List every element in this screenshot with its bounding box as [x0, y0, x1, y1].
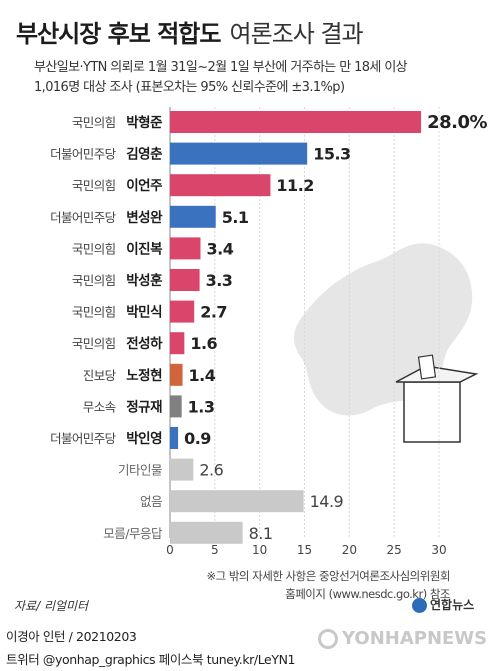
- party-label: 국민의힘: [72, 178, 116, 193]
- bar: [170, 111, 422, 133]
- party-label: 국민의힘: [72, 241, 116, 256]
- x-axis: 0 5 10 15 20 25 30: [166, 543, 446, 557]
- x-tick-label: 30: [431, 543, 446, 557]
- candidate-name-label: 박형준: [126, 114, 163, 131]
- yonhap-logo: 연합뉴스: [412, 596, 474, 613]
- bar: [170, 395, 182, 418]
- bar: [170, 427, 179, 449]
- bar-value-label: 3.3: [206, 271, 233, 290]
- bar: [170, 458, 194, 481]
- bar: [170, 174, 271, 197]
- bar: [170, 363, 183, 386]
- x-tick-label: 5: [211, 543, 219, 557]
- watermark-text: YONHAPNEWS: [342, 628, 488, 649]
- bar-value-label: 1.3: [188, 397, 215, 416]
- subtitle-line-1: 부산일보·YTN 의뢰로 1월 31일~2월 1일 부산에 거주하는 만 18세…: [34, 60, 408, 75]
- bar-value-label: 8.1: [249, 524, 273, 543]
- candidate-name-label: 정규재: [126, 398, 162, 415]
- x-tick-label: 15: [297, 543, 312, 557]
- byline: 이경아 인턴 / 20210203: [6, 629, 137, 644]
- bar: [170, 269, 200, 291]
- candidate-name-label: 김영춘: [126, 146, 163, 163]
- bar: [170, 237, 201, 260]
- x-tick-label: 20: [342, 543, 357, 557]
- labels: 28.0%박형준국민의힘15.3김영춘더불어민주당11.2이언주국민의힘5.1변…: [50, 112, 488, 543]
- bar: [170, 490, 304, 513]
- bar: [170, 332, 185, 355]
- footnote-line-2: 홈페이지 (www.nesdc.go.kr) 참조: [285, 587, 450, 601]
- bar-value-label: 2.6: [199, 461, 223, 480]
- bar: [170, 142, 308, 165]
- watermark: YONHAPNEWS: [318, 628, 487, 649]
- decoration: [294, 243, 479, 443]
- footnote-line-1: ※그 밖의 자세한 사항은 중앙선거여론조사심의위원회: [206, 569, 450, 583]
- bar-value-label: 14.9: [310, 492, 344, 511]
- x-tick-label: 10: [252, 543, 267, 557]
- party-label: 더불어민주당: [50, 147, 117, 162]
- bar-value-label: 0.9: [184, 429, 211, 448]
- bar: [170, 205, 216, 228]
- party-label: 국민의힘: [72, 273, 116, 288]
- bar-value-label: 5.1: [222, 208, 249, 227]
- bar: [170, 300, 195, 323]
- bars: [170, 111, 422, 544]
- bar: [170, 521, 243, 544]
- bar-value-label: 28.0%: [427, 112, 487, 133]
- yonhap-logo-icon: [412, 598, 427, 613]
- x-tick-label: 0: [166, 543, 174, 557]
- category-label: 없음: [140, 494, 162, 509]
- bar-value-label: 1.4: [189, 366, 216, 385]
- watermark-logo-icon: [318, 629, 338, 649]
- category-label: 기타인물: [118, 463, 162, 478]
- bar-value-label: 11.2: [276, 176, 313, 195]
- party-label: 진보당: [83, 368, 117, 383]
- candidate-name-label: 변성완: [126, 210, 163, 226]
- category-label: 모름/무응답: [103, 526, 163, 541]
- bar-value-label: 2.7: [200, 303, 227, 322]
- x-tick-label: 25: [387, 543, 402, 557]
- chart-subtitle: 부산일보·YTN 의뢰로 1월 31일~2월 1일 부산에 거주하는 만 18세…: [34, 58, 474, 98]
- candidate-name-label: 박성훈: [126, 272, 162, 289]
- candidate-name-label: 이진복: [126, 240, 162, 257]
- candidate-name-label: 이언주: [126, 177, 162, 194]
- candidate-name-label: 박민식: [126, 304, 162, 321]
- bar-value-label: 3.4: [206, 239, 233, 258]
- title-bold: 부산시장 후보 적합도: [16, 20, 221, 48]
- social-links: 트위터 @yonhap_graphics 페이스북 tuney.kr/LeYN1: [6, 652, 296, 667]
- chart-title: 부산시장 후보 적합도 여론조사 결과: [16, 14, 364, 49]
- party-label: 국민의힘: [72, 336, 116, 351]
- bar-value-label: 15.3: [313, 145, 350, 164]
- party-label: 국민의힘: [72, 305, 116, 320]
- party-label: 국민의힘: [72, 115, 116, 130]
- ballot-box-icon: [395, 354, 479, 443]
- bar-value-label: 1.6: [190, 334, 217, 353]
- footnote: ※그 밖의 자세한 사항은 중앙선거여론조사심의위원회 홈페이지 (www.ne…: [150, 567, 450, 603]
- party-label: 더불어민주당: [50, 431, 117, 446]
- yonhap-logo-text: 연합뉴스: [430, 598, 475, 612]
- subtitle-line-2: 1,016명 대상 조사 (표본오차는 95% 신뢰수준에 ±3.1%p): [34, 80, 345, 95]
- title-light: 여론조사 결과: [229, 20, 364, 48]
- party-label: 무소속: [83, 399, 116, 414]
- candidate-name-label: 노정현: [126, 367, 162, 384]
- candidate-name-label: 전성하: [126, 335, 163, 352]
- party-label: 더불어민주당: [50, 210, 117, 225]
- candidate-name-label: 박인영: [126, 430, 162, 447]
- data-source: 자료/ 리얼미터: [14, 599, 89, 613]
